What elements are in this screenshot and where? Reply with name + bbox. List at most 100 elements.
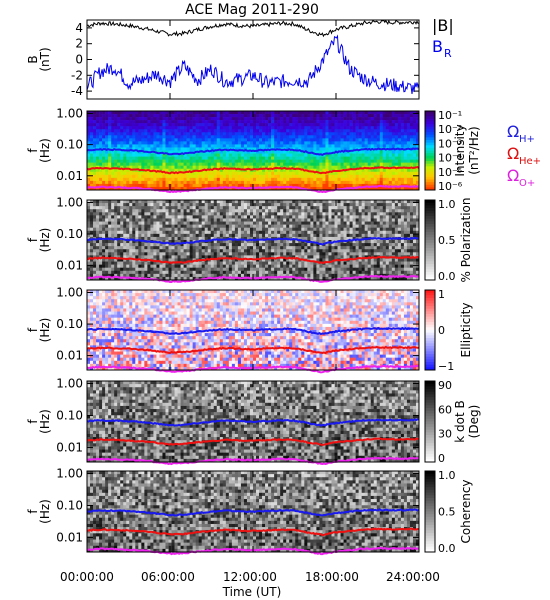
spectrogram-cell bbox=[87, 230, 91, 235]
spectrogram-cell bbox=[213, 230, 218, 235]
spectrogram-cell bbox=[114, 218, 118, 222]
spectrogram-cell bbox=[198, 209, 202, 213]
spectrogram-cell bbox=[340, 138, 344, 142]
spectrogram-cell bbox=[367, 144, 372, 148]
spectrogram-cell bbox=[174, 240, 178, 244]
spectrogram-cell bbox=[388, 215, 393, 219]
spectrogram-cell bbox=[195, 215, 199, 219]
spectrogram-cell bbox=[397, 132, 402, 136]
spectrogram-cell bbox=[262, 252, 266, 256]
spectrogram-cell bbox=[352, 138, 356, 142]
spectrogram-cell bbox=[340, 162, 344, 166]
spectrogram-cell bbox=[168, 246, 172, 250]
spectrogram-cell bbox=[243, 249, 248, 253]
spectrogram-cell bbox=[93, 218, 97, 222]
spectrogram-cell bbox=[340, 165, 344, 170]
spectrogram-cell bbox=[243, 123, 248, 127]
spectrogram-cell bbox=[397, 141, 402, 145]
spectrogram-cell bbox=[96, 168, 100, 173]
spectrogram-cell bbox=[256, 111, 260, 115]
spectrogram-cell bbox=[210, 144, 215, 148]
spectrogram-cell bbox=[277, 183, 281, 188]
spectrogram-cell bbox=[328, 117, 332, 121]
spectrogram-cell bbox=[249, 180, 254, 185]
spectrogram-cell bbox=[283, 114, 287, 118]
spectrogram-cell bbox=[391, 120, 396, 124]
spectrogram-cell bbox=[400, 249, 405, 253]
spectrogram-cell bbox=[271, 203, 275, 207]
spectrogram-cell bbox=[334, 215, 338, 219]
spectrogram-cell bbox=[120, 123, 124, 127]
spectrogram-cell bbox=[216, 120, 221, 124]
spectrogram-cell bbox=[201, 230, 206, 235]
spectrogram-cell bbox=[249, 144, 254, 148]
spectrogram-cell bbox=[234, 240, 239, 244]
spectrogram-cell bbox=[340, 243, 344, 247]
spectrogram-cell bbox=[222, 135, 227, 139]
spectrogram-cell bbox=[144, 230, 148, 235]
spectrogram-cell bbox=[298, 183, 302, 188]
spectrogram-cell bbox=[277, 129, 281, 133]
spectrogram-cell bbox=[156, 153, 160, 157]
spectrogram-cell bbox=[240, 159, 245, 163]
spectrogram-cell bbox=[246, 218, 251, 222]
spectrogram-cell bbox=[409, 218, 414, 222]
spectrogram-cell bbox=[126, 200, 130, 204]
spectrogram-cell bbox=[295, 252, 299, 256]
spectrogram-cell bbox=[210, 147, 215, 151]
spectrogram-cell bbox=[406, 200, 411, 204]
spectrogram-cell bbox=[168, 168, 172, 173]
spectrogram-cell bbox=[298, 174, 302, 179]
spectrogram-cell bbox=[343, 180, 347, 185]
spectrogram-cell bbox=[123, 212, 127, 216]
spectrogram-cell bbox=[361, 186, 365, 191]
spectrogram-cell bbox=[415, 156, 420, 160]
spectrogram-cell bbox=[397, 168, 402, 173]
spectrogram-cell bbox=[325, 206, 329, 210]
spectrogram-cell bbox=[340, 177, 344, 182]
panel-0: 420-2-4|B|B RB(nT) bbox=[26, 16, 454, 100]
spectrogram-cell bbox=[313, 147, 317, 151]
spectrogram-cell bbox=[195, 141, 199, 145]
spectrogram-cell bbox=[111, 230, 115, 235]
spectrogram-cell bbox=[120, 255, 124, 259]
spectrogram-cell bbox=[268, 230, 272, 235]
spectrogram-cell bbox=[409, 206, 414, 210]
spectrogram-cell bbox=[192, 215, 196, 219]
spectrogram-cell bbox=[262, 153, 266, 157]
spectrogram-cell bbox=[268, 246, 272, 250]
spectrogram-cell bbox=[301, 236, 305, 241]
spectrogram-cell bbox=[138, 221, 142, 225]
spectrogram-cell bbox=[379, 153, 384, 157]
spectrogram-cell bbox=[364, 123, 368, 127]
spectrogram-cell bbox=[406, 180, 411, 185]
spectrogram-cell bbox=[265, 246, 269, 250]
spectrogram-cell bbox=[307, 162, 311, 166]
spectrogram-cell bbox=[325, 230, 329, 235]
spectrogram-cell bbox=[394, 243, 399, 247]
spectrogram-cell bbox=[358, 230, 362, 235]
spectrogram-cell bbox=[213, 117, 218, 121]
spectrogram-cell bbox=[313, 180, 317, 185]
spectrogram-cell bbox=[117, 135, 121, 139]
spectrogram-cell bbox=[409, 224, 414, 228]
spectrogram-cell bbox=[225, 171, 230, 176]
spectrogram-cell bbox=[400, 174, 405, 179]
spectrogram-cell bbox=[337, 135, 341, 139]
spectrogram-cell bbox=[394, 174, 399, 179]
spectrogram-cell bbox=[144, 144, 148, 148]
spectrogram-cell bbox=[114, 162, 118, 166]
spectrogram-cell bbox=[93, 252, 97, 256]
spectrogram-cell bbox=[117, 249, 121, 253]
spectrogram-cell bbox=[213, 227, 218, 232]
spectrogram-cell bbox=[388, 156, 393, 160]
spectrogram-cell bbox=[403, 206, 408, 210]
spectrogram-cell bbox=[174, 230, 178, 235]
spectrogram-cell bbox=[289, 180, 293, 185]
spectrogram-cell bbox=[382, 186, 387, 191]
spectrogram-cell bbox=[412, 129, 417, 133]
spectrogram-cell bbox=[391, 150, 396, 154]
spectrogram-cell bbox=[105, 135, 109, 139]
spectrogram-cell bbox=[361, 209, 365, 213]
spectrogram-cell bbox=[195, 236, 199, 241]
